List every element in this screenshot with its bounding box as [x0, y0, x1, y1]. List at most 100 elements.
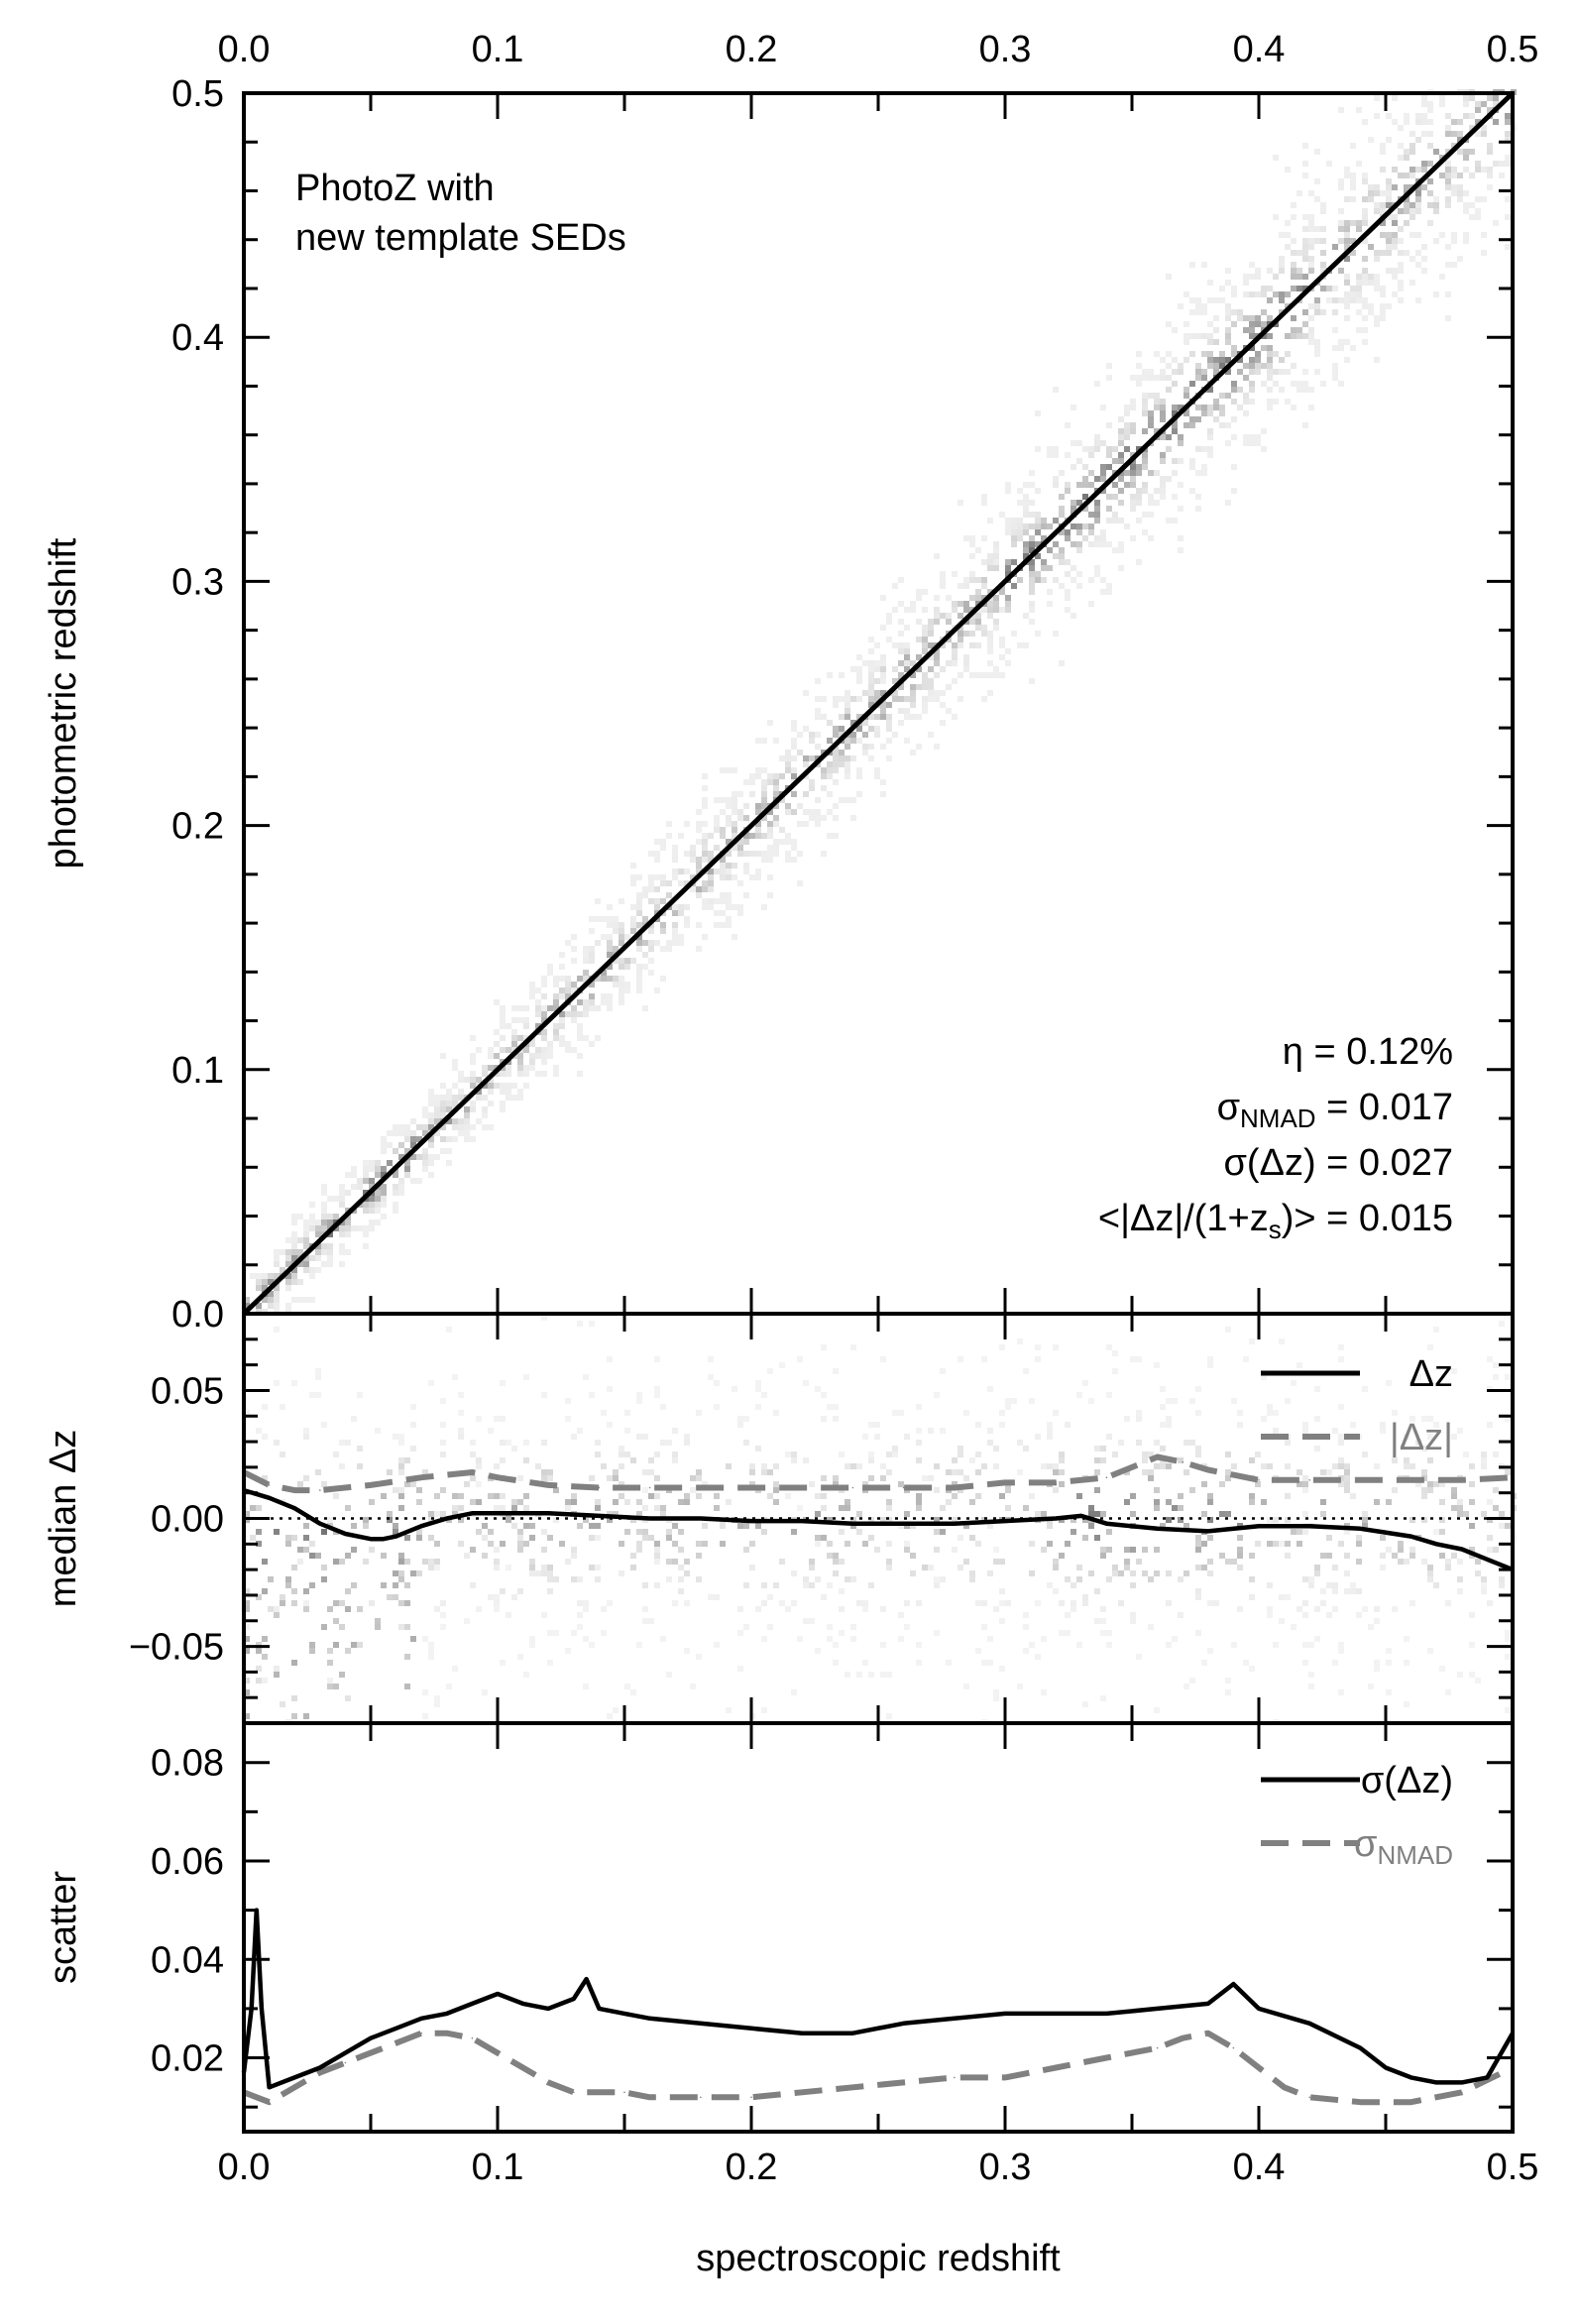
density-cell	[1380, 303, 1386, 309]
density-cell	[315, 1225, 321, 1231]
density-cell	[845, 696, 850, 702]
density-cell	[1201, 410, 1207, 416]
density-cell	[1308, 220, 1314, 226]
density-cell	[1112, 547, 1118, 553]
density-cell	[1189, 262, 1195, 268]
density-cell	[1469, 202, 1475, 208]
density-cell	[827, 767, 833, 773]
density-cell	[1166, 446, 1172, 452]
density-cell	[845, 744, 850, 750]
density-cell	[934, 654, 940, 660]
density-cell	[1172, 470, 1178, 476]
density-cell	[1237, 357, 1243, 363]
density-cell	[1112, 458, 1118, 464]
density-cell	[274, 1261, 280, 1267]
density-cell	[821, 773, 827, 779]
density-cell	[880, 779, 886, 785]
density-cell	[464, 1130, 470, 1136]
density-cell	[1368, 303, 1374, 309]
density-cell	[1285, 369, 1291, 375]
density-cell	[779, 773, 785, 779]
density-cell	[981, 583, 987, 589]
density-cell	[1421, 184, 1427, 190]
density-cell	[1302, 309, 1308, 315]
density-cell	[1291, 202, 1296, 208]
density-cell	[1374, 315, 1380, 321]
density-cell	[1136, 375, 1142, 381]
density-cell	[1166, 518, 1172, 523]
density-cell	[1047, 565, 1053, 571]
density-cell	[993, 672, 999, 678]
density-cell	[702, 821, 708, 827]
density-cell	[1338, 220, 1344, 226]
density-cell	[470, 1035, 476, 1041]
density-cell	[934, 613, 940, 619]
density-cell	[1035, 410, 1041, 416]
density-cell	[363, 1166, 369, 1172]
density-cell	[934, 744, 940, 750]
density-cell	[791, 726, 797, 732]
density-cell	[589, 999, 595, 1005]
density-cell	[910, 714, 916, 720]
density-cell	[1023, 512, 1029, 518]
density-cell	[1493, 95, 1499, 101]
density-cell	[1344, 238, 1350, 244]
density-cell	[1445, 196, 1451, 202]
density-cell	[1314, 149, 1320, 155]
density-cell	[672, 874, 678, 880]
density-cell	[1100, 541, 1106, 547]
density-cell	[1065, 482, 1071, 488]
density-cell	[1166, 351, 1172, 357]
density-cell	[1386, 268, 1392, 274]
density-cell	[1243, 399, 1249, 405]
density-cell	[607, 904, 613, 910]
density-cell	[1261, 345, 1267, 351]
density-cell	[1249, 327, 1255, 333]
density-cell	[898, 631, 904, 637]
density-cell	[1350, 291, 1356, 297]
density-cell	[1457, 256, 1463, 262]
density-cell	[1362, 119, 1368, 125]
density-cell	[1249, 333, 1255, 339]
density-cell	[535, 1023, 541, 1029]
density-cell	[488, 1124, 494, 1130]
density-cell	[684, 880, 690, 886]
density-cell	[797, 880, 803, 886]
density-cell	[868, 726, 874, 732]
density-cell	[720, 898, 726, 904]
density-cell	[511, 1041, 517, 1047]
density-cell	[541, 1005, 547, 1011]
density-cell	[1457, 137, 1463, 143]
density-cell	[636, 964, 642, 970]
density-cell	[464, 1124, 470, 1130]
density-cell	[636, 904, 642, 910]
density-cell	[1201, 464, 1207, 470]
density-cell	[1243, 363, 1249, 369]
density-cell	[1041, 535, 1047, 541]
density-cell	[1130, 535, 1136, 541]
density-cell	[1451, 173, 1457, 178]
density-cell	[1457, 149, 1463, 155]
density-cell	[393, 1208, 398, 1214]
density-cell	[1130, 506, 1136, 512]
density-cell	[761, 803, 767, 809]
density-cell	[601, 916, 607, 922]
density-cell	[856, 714, 862, 720]
density-cell	[500, 1047, 506, 1053]
density-cell	[880, 791, 886, 797]
density-cell	[690, 845, 696, 851]
density-cell	[1344, 291, 1350, 297]
density-cell	[904, 607, 910, 613]
density-cell	[321, 1261, 327, 1267]
density-cell	[1445, 178, 1451, 184]
density-cell	[375, 1160, 381, 1166]
density-cell	[1457, 196, 1463, 202]
density-cell	[1047, 547, 1053, 553]
density-cell	[1386, 244, 1392, 250]
density-cell	[1404, 119, 1409, 125]
density-cell	[767, 821, 773, 827]
density-cell	[987, 518, 993, 523]
density-cell	[1344, 244, 1350, 250]
density-cell	[1415, 202, 1421, 208]
density-cell	[1291, 250, 1296, 256]
